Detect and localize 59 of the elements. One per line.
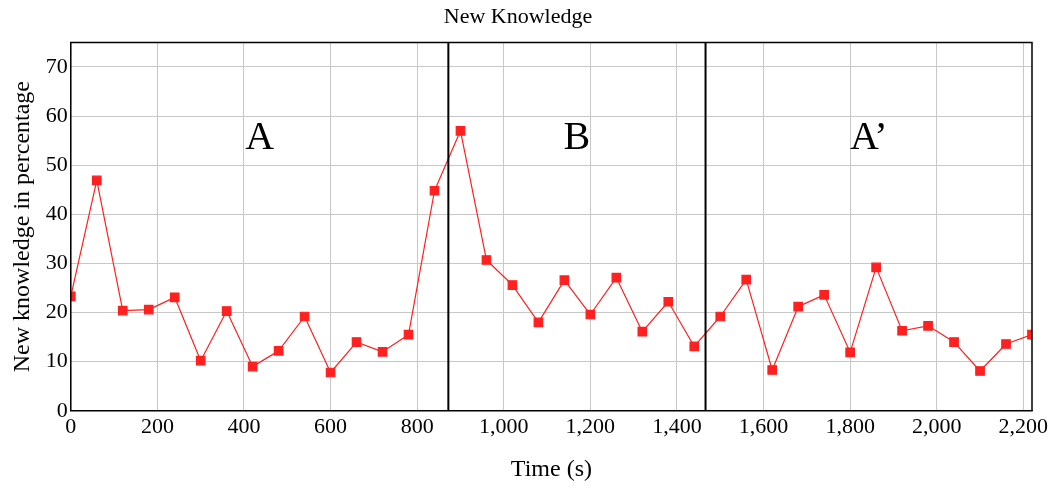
- point: [507, 280, 518, 290]
- point: [169, 292, 180, 303]
- x-tick-label: 1,800: [825, 412, 875, 438]
- point: [481, 255, 492, 265]
- point: [845, 347, 855, 358]
- annotation: A: [245, 112, 275, 158]
- y-axis-title: New knowledge in percentage: [7, 80, 34, 373]
- y-tick-label: 60: [45, 101, 68, 127]
- point: [533, 317, 544, 328]
- point: [715, 311, 726, 322]
- point: [377, 347, 388, 357]
- x-tick-label: 1,400: [652, 412, 702, 438]
- point: [221, 306, 232, 316]
- x-tick-label: 200: [140, 412, 174, 438]
- y-tick-label: 0: [56, 396, 68, 422]
- point: [559, 275, 570, 285]
- point: [1001, 339, 1011, 349]
- point: [585, 309, 596, 320]
- y-tick-label: 10: [45, 347, 68, 373]
- point: [871, 262, 881, 273]
- annotation: B: [563, 112, 591, 158]
- x-tick-label: 2,000: [912, 412, 962, 438]
- point: [767, 365, 778, 375]
- x-tick-label: 1,000: [479, 412, 529, 438]
- x-axis-title: Time (s): [510, 454, 592, 481]
- point: [949, 337, 959, 347]
- point: [819, 290, 830, 300]
- x-tick-label: 2,200: [998, 412, 1049, 438]
- y-tick-label: 40: [45, 200, 68, 226]
- point: [351, 337, 362, 347]
- chart-title: New Knowledge: [443, 2, 593, 28]
- y-tick-label: 50: [45, 150, 68, 176]
- point: [689, 341, 700, 352]
- point: [247, 361, 258, 372]
- point: [611, 272, 622, 283]
- y-tick-label: 30: [45, 249, 68, 275]
- x-tick-label: 1,200: [565, 412, 616, 438]
- point: [663, 296, 674, 307]
- point: [897, 325, 907, 336]
- y-tick-label: 70: [45, 52, 68, 78]
- point: [637, 326, 648, 337]
- point: [195, 355, 206, 366]
- point: [143, 304, 154, 315]
- point: [741, 274, 752, 285]
- point: [429, 185, 440, 196]
- x-tick-label: 1,600: [738, 412, 789, 438]
- point: [923, 320, 933, 331]
- point: [91, 175, 102, 186]
- point: [455, 125, 466, 136]
- x-tick-label: 400: [227, 412, 261, 438]
- point: [793, 301, 804, 312]
- point: [117, 305, 128, 316]
- point: [975, 366, 985, 376]
- x-tick-label: 600: [314, 412, 348, 438]
- point: [273, 346, 284, 356]
- annotation: A’: [849, 112, 888, 158]
- y-tick-label: 20: [45, 298, 68, 324]
- point: [403, 329, 414, 340]
- x-tick-label: 800: [400, 412, 434, 438]
